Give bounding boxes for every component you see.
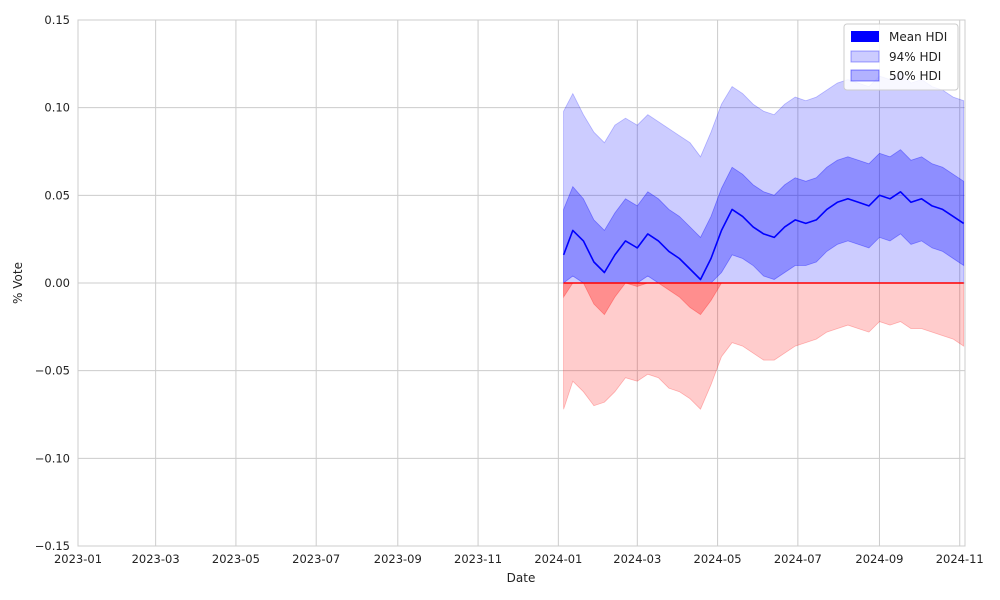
y-tick-label: −0.15	[35, 539, 70, 553]
legend-swatch-mean	[851, 31, 879, 42]
y-tick-label: 0.10	[44, 101, 70, 115]
mean-line-positive	[562, 191, 965, 281]
x-tick-labels: 2023-01 2023-03 2023-05 2023-07 2023-09 2023-…	[54, 552, 984, 566]
y-tick-label: −0.05	[35, 364, 70, 378]
x-tick-label: 2023-09	[374, 552, 422, 566]
x-tick-label: 2024-11	[936, 552, 984, 566]
x-tick-label: 2024-03	[613, 552, 661, 566]
x-tick-label: 2024-05	[694, 552, 742, 566]
y-axis-label: % Vote	[11, 262, 25, 304]
x-tick-label: 2023-01	[54, 552, 102, 566]
legend-label-mean: Mean HDI	[889, 30, 947, 44]
x-tick-label: 2023-07	[292, 552, 340, 566]
legend: Mean HDI 94% HDI 50% HDI	[843, 23, 959, 91]
legend-label-50: 50% HDI	[889, 69, 941, 83]
hdi-bands	[563, 72, 965, 410]
legend-label-94: 94% HDI	[889, 50, 941, 64]
y-tick-label: −0.10	[35, 451, 70, 465]
y-tick-label: 0.05	[44, 188, 70, 202]
y-tick-label: 0.00	[44, 276, 70, 290]
x-tick-label: 2023-05	[212, 552, 260, 566]
x-tick-label: 2024-01	[534, 552, 582, 566]
mean-lines	[562, 191, 965, 284]
legend-swatch-50	[850, 69, 880, 82]
plot-frame	[77, 19, 966, 547]
x-tick-label: 2024-07	[774, 552, 822, 566]
x-tick-label: 2024-09	[855, 552, 903, 566]
legend-swatch-94	[850, 50, 880, 63]
x-tick-label: 2023-03	[132, 552, 180, 566]
x-tick-label: 2023-11	[454, 552, 502, 566]
x-axis-label: Date	[507, 571, 536, 585]
y-tick-label: 0.15	[44, 13, 70, 27]
y-tick-labels: 0.15 0.10 0.05 0.00 −0.05 −0.10 −0.15	[35, 13, 70, 553]
